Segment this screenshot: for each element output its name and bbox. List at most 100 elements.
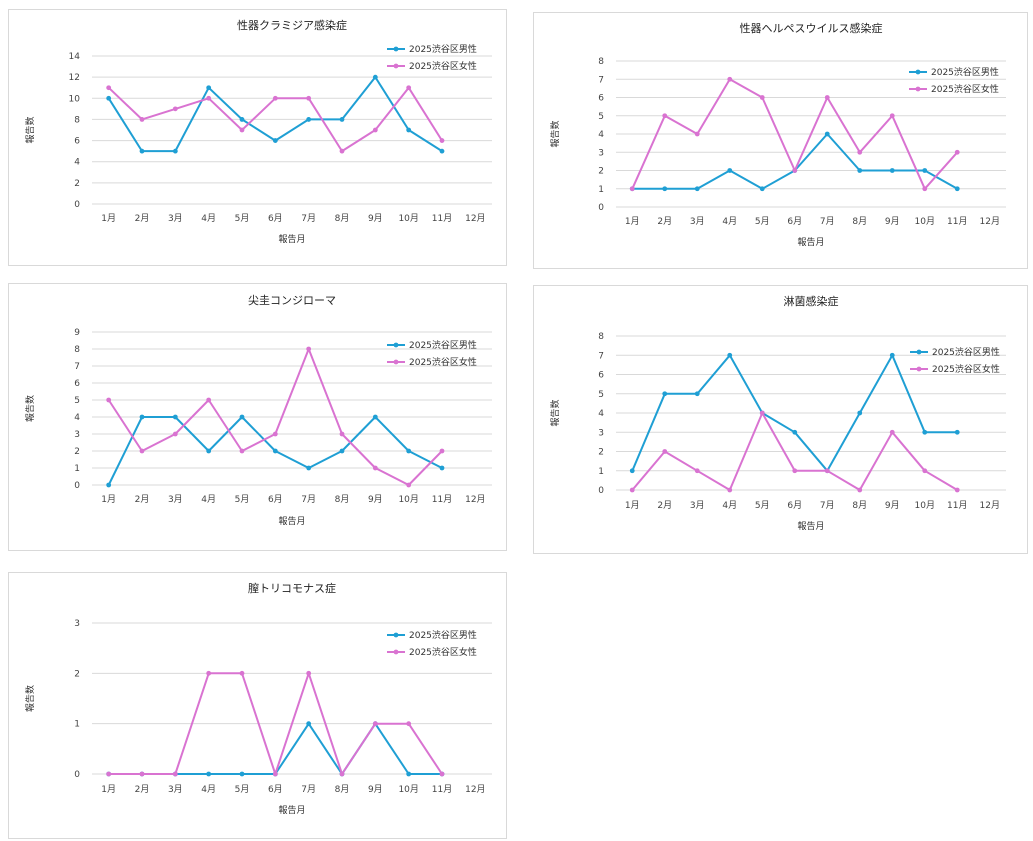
y-tick-label: 2 <box>598 448 604 458</box>
data-point-female <box>824 468 830 474</box>
legend-item-male: 2025渋谷区男性 <box>910 346 1000 358</box>
x-tick-label: 9月 <box>368 784 383 795</box>
x-tick-label: 6月 <box>268 784 283 795</box>
legend-label: 2025渋谷区男性 <box>409 43 477 55</box>
y-tick-label: 6 <box>74 379 80 389</box>
y-tick-label: 3 <box>598 428 604 438</box>
legend-item-female: 2025渋谷区女性 <box>387 60 477 72</box>
legend-label: 2025渋谷区男性 <box>931 66 999 78</box>
x-tick-label: 2月 <box>135 213 150 224</box>
x-tick-label: 7月 <box>301 494 316 505</box>
y-tick-label: 4 <box>74 413 80 423</box>
data-point-female <box>106 397 112 403</box>
data-point-female <box>694 468 700 474</box>
y-tick-label: 3 <box>598 148 604 158</box>
data-point-male <box>824 131 830 137</box>
y-tick-label: 5 <box>598 112 604 122</box>
x-tick-label: 5月 <box>755 500 770 511</box>
data-point-male <box>406 448 412 454</box>
x-tick-label: 1月 <box>101 494 116 505</box>
legend-label: 2025渋谷区女性 <box>409 60 477 72</box>
y-tick-label: 0 <box>74 200 80 210</box>
data-point-female <box>372 127 378 133</box>
series-line-male <box>108 722 442 775</box>
chart-title: 膣トリコモナス症 <box>248 581 336 595</box>
x-tick-label: 7月 <box>301 784 316 795</box>
data-point-female <box>889 429 895 435</box>
legend-swatch-marker <box>915 69 921 75</box>
data-point-female <box>272 771 278 777</box>
x-tick-label: 5月 <box>235 213 250 224</box>
legend-swatch-marker <box>393 342 399 348</box>
data-point-female <box>439 138 445 143</box>
x-tick-label: 10月 <box>398 494 418 505</box>
data-point-female <box>922 186 928 192</box>
data-point-male <box>272 138 278 143</box>
data-point-female <box>824 95 830 100</box>
y-tick-label: 8 <box>74 115 80 125</box>
y-tick-label: 2 <box>74 669 80 679</box>
y-tick-label: 5 <box>598 390 604 400</box>
y-tick-label: 10 <box>69 94 81 104</box>
data-point-male <box>889 352 895 358</box>
x-tick-label: 11月 <box>947 216 967 227</box>
data-point-female <box>139 117 145 122</box>
x-tick-label: 1月 <box>625 500 640 511</box>
data-point-female <box>372 721 378 727</box>
data-point-female <box>272 431 278 437</box>
y-axis-label: 報告数 <box>24 685 36 712</box>
data-point-female <box>889 113 895 119</box>
x-tick-label: 4月 <box>201 494 216 505</box>
data-point-male <box>339 117 345 122</box>
x-axis-label: 報告月 <box>278 233 305 245</box>
x-tick-label: 5月 <box>235 494 250 505</box>
x-tick-label: 11月 <box>432 213 452 224</box>
data-point-male <box>339 448 345 454</box>
y-tick-label: 8 <box>74 345 80 355</box>
x-tick-label: 3月 <box>168 784 183 795</box>
data-point-female <box>239 670 245 676</box>
data-point-male <box>759 186 765 192</box>
chart-chlamydia: 性器クラミジア感染症 0 2 4 6 8 10 12 14 1月 2月 3月 4月 5月 6月 7月 8月 9月 1… <box>8 9 507 266</box>
y-tick-label: 0 <box>598 486 604 496</box>
x-tick-label: 8月 <box>852 500 867 511</box>
y-tick-label: 8 <box>598 57 604 67</box>
data-point-female <box>727 487 733 493</box>
data-point-male <box>372 414 378 420</box>
y-tick-label: 2 <box>74 447 80 457</box>
legend-item-female: 2025渋谷区女性 <box>387 356 477 368</box>
data-point-male <box>172 148 178 154</box>
y-tick-label: 7 <box>598 75 604 85</box>
x-tick-label: 12月 <box>980 500 1000 511</box>
x-tick-label: 12月 <box>465 784 485 795</box>
y-axis-label: 報告数 <box>549 399 561 426</box>
data-point-male <box>306 117 312 122</box>
data-point-female <box>339 431 345 437</box>
y-tick-label: 9 <box>74 328 80 338</box>
data-point-male <box>206 85 212 91</box>
chart-gonorrhea: 淋菌感染症 0 1 2 3 4 5 6 7 8 1月 2月 3月 4月 5月 6月 7月 8月 9月 10月 11月 12… <box>533 285 1028 554</box>
data-point-female <box>206 397 212 403</box>
legend-label: 2025渋谷区女性 <box>931 83 999 95</box>
data-point-male <box>922 168 928 173</box>
data-point-female <box>954 149 960 155</box>
data-point-female <box>792 468 798 474</box>
data-point-female <box>662 449 668 454</box>
data-point-male <box>106 482 112 488</box>
x-tick-label: 10月 <box>915 500 935 511</box>
x-tick-label: 7月 <box>820 500 835 511</box>
data-point-female <box>759 410 765 416</box>
x-tick-label: 4月 <box>722 216 737 227</box>
x-tick-label: 1月 <box>625 216 640 227</box>
legend-item-male: 2025渋谷区男性 <box>387 629 477 641</box>
x-tick-label: 11月 <box>947 500 967 511</box>
chart-svg: 性器ヘルペスウイルス感染症 0 1 2 3 4 5 6 7 8 1月 2月 3月 4月 5月 6月 7月 8月 9月… <box>549 21 1006 248</box>
legend-label: 2025渋谷区男性 <box>409 629 477 641</box>
data-point-female <box>629 186 635 192</box>
legend-item-male: 2025渋谷区男性 <box>387 43 477 55</box>
x-tick-label: 9月 <box>885 216 900 227</box>
data-point-female <box>406 721 412 727</box>
data-point-female <box>406 85 412 91</box>
data-point-female <box>206 95 212 101</box>
